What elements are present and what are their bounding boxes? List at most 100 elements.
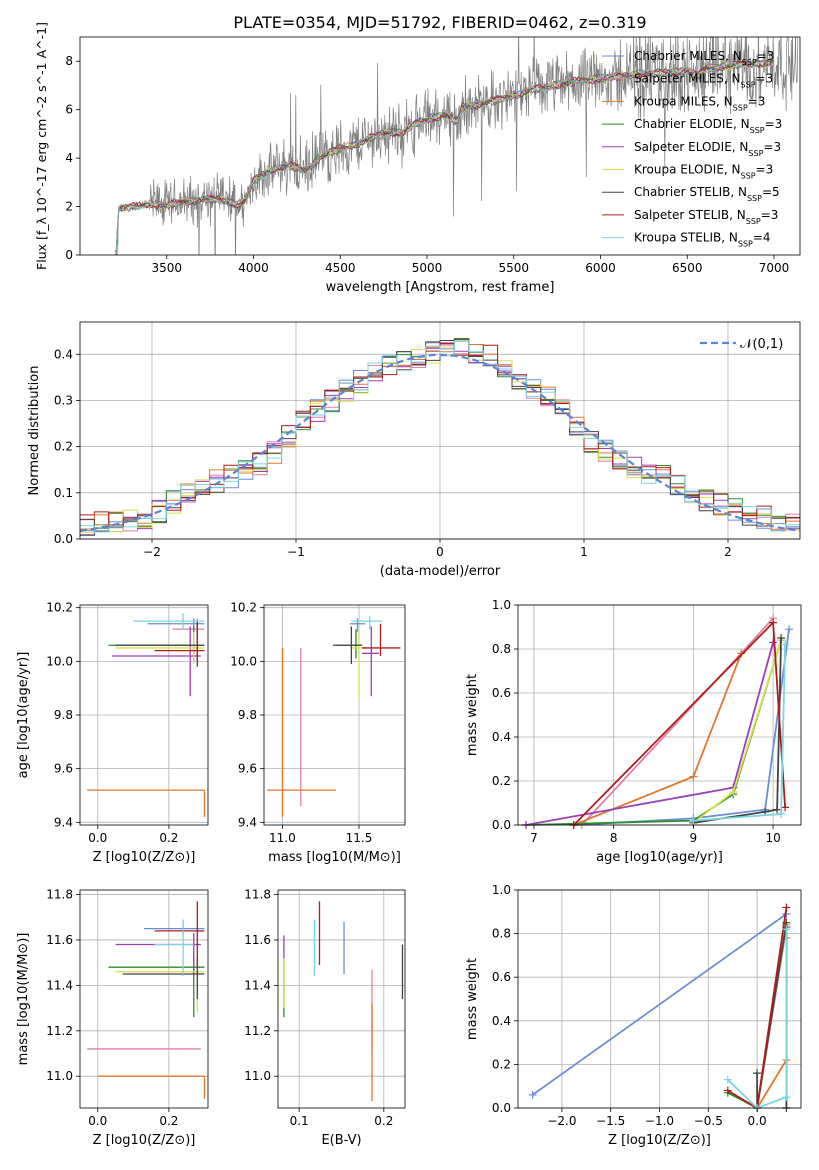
x-tick-label: 9 bbox=[690, 831, 698, 845]
legend-subscript: SSP bbox=[733, 103, 748, 112]
observed-spectrum bbox=[114, 37, 799, 255]
legend-label: Kroupa ELODIE, NSSP=3 bbox=[634, 163, 773, 181]
y-tick-label: 2 bbox=[65, 200, 73, 214]
axes-frame bbox=[79, 36, 801, 256]
legend-label: Salpeter MILES, NSSP=3 bbox=[634, 72, 773, 90]
x-tick-label: 0.0 bbox=[748, 1114, 767, 1128]
mass-weight-marker bbox=[769, 638, 778, 647]
y-tick-label: 0.2 bbox=[54, 440, 73, 454]
axes-frame bbox=[79, 604, 209, 826]
y-tick-label: 1.0 bbox=[492, 883, 511, 897]
y-tick-label: 4 bbox=[65, 151, 73, 165]
y-tick-label: 0.2 bbox=[492, 774, 511, 788]
x-tick-label: −2.0 bbox=[547, 1114, 576, 1128]
y-tick-label: 9.8 bbox=[238, 708, 257, 722]
legend-label: Kroupa MILES, NSSP=3 bbox=[634, 94, 765, 112]
legend-subscript: SSP bbox=[746, 216, 761, 225]
x-tick-label: 11.0 bbox=[269, 831, 296, 845]
axes-frame bbox=[263, 604, 406, 826]
x-tick-label: 8 bbox=[610, 831, 618, 845]
y-tick-label: 10.2 bbox=[230, 601, 257, 615]
figure-title: PLATE=0354, MJD=51792, FIBERID=0462, z=0… bbox=[233, 13, 646, 32]
x-tick-label: 5500 bbox=[498, 261, 529, 275]
residual-histogram bbox=[80, 340, 800, 533]
mass-weight-marker bbox=[723, 1075, 732, 1084]
y-tick-label: 9.4 bbox=[54, 815, 73, 829]
chart-mass_weight_vs_Z: −2.0 −1.5 −1.0 −0.5 0.0 0.0 0.2 0.4 0.6 0.8 1.0 Z [… bbox=[465, 883, 802, 1148]
model-spectrum bbox=[115, 57, 775, 255]
legend-label: Chabrier MILES, NSSP=3 bbox=[634, 49, 774, 67]
legend: Chabrier MILES, NSSP=3 Salpeter MILES, NS… bbox=[602, 49, 782, 248]
y-tick-label: 10.0 bbox=[230, 654, 257, 668]
x-tick-label: 10 bbox=[765, 831, 780, 845]
y-tick-label: 11.8 bbox=[244, 888, 271, 902]
mass-weight-line bbox=[727, 929, 788, 1110]
y-tick-label: 0.6 bbox=[492, 970, 511, 984]
x-tick-label: 0.2 bbox=[159, 1114, 178, 1128]
x-tick-label: 0.2 bbox=[374, 1114, 393, 1128]
mass-weight-line bbox=[525, 642, 774, 826]
x-axis-label: E(B-V) bbox=[321, 1133, 361, 1148]
y-tick-label: 11.6 bbox=[244, 933, 271, 947]
mass-weight-line bbox=[573, 629, 790, 826]
mass-weight-marker bbox=[782, 1093, 791, 1102]
mass-weight-marker bbox=[785, 625, 794, 634]
mass-weight-line bbox=[525, 639, 782, 826]
normal-reference-curve bbox=[79, 353, 801, 532]
y-tick-label: 10.2 bbox=[46, 601, 73, 615]
chart-spectrum: 3500 4000 4500 5000 5500 6000 6500 7000 0 2 4 6 8 Cha… bbox=[34, 22, 801, 295]
legend-label: Salpeter STELIB, NSSP=3 bbox=[634, 208, 778, 226]
legend-subscript: SSP bbox=[742, 58, 757, 67]
y-tick-label: 10.0 bbox=[46, 654, 73, 668]
chart-mass_vs_ebv: 0.1 0.2 11.0 11.2 11.4 11.6 11.8 E(B-V) bbox=[244, 888, 406, 1148]
legend-label: Kroupa STELIB, NSSP=4 bbox=[634, 231, 771, 249]
y-tick-label: 0 bbox=[65, 248, 73, 262]
chart-mass_vs_Z: 0.0 0.2 11.0 11.2 11.4 11.6 11.8 Z [log10(Z/Z⊙)… bbox=[16, 888, 209, 1148]
x-tick-label: 6000 bbox=[585, 261, 616, 275]
x-tick-label: 11.5 bbox=[346, 831, 373, 845]
x-axis-label: (data-model)/error bbox=[380, 564, 501, 579]
y-tick-label: 9.6 bbox=[54, 762, 73, 776]
x-tick-label: 7000 bbox=[759, 261, 790, 275]
y-tick-label: 0.4 bbox=[492, 1014, 511, 1028]
mass-weight-marker bbox=[689, 816, 698, 825]
mass-weight-line bbox=[692, 639, 782, 824]
y-axis-label: age [log10(age/yr)] bbox=[16, 652, 31, 779]
y-tick-label: 11.8 bbox=[46, 888, 73, 902]
axes-frame bbox=[517, 889, 802, 1109]
x-tick-label: 0.1 bbox=[290, 1114, 309, 1128]
x-tick-label: 1 bbox=[580, 545, 588, 559]
y-tick-label: 9.4 bbox=[238, 815, 257, 829]
y-tick-label: 9.8 bbox=[54, 708, 73, 722]
legend-subscript: SSP bbox=[738, 239, 753, 248]
x-tick-label: −1 bbox=[287, 545, 305, 559]
x-tick-label: 2 bbox=[724, 545, 732, 559]
y-tick-label: 11.2 bbox=[46, 1024, 73, 1038]
x-tick-label: −0.5 bbox=[694, 1114, 723, 1128]
x-tick-label: 0.0 bbox=[88, 1114, 107, 1128]
plot-area bbox=[521, 614, 794, 829]
chart-age_vs_Z: 0.0 0.2 9.4 9.6 9.8 10.0 10.2 Z [log10(Z/Z⊙)] ag… bbox=[16, 601, 209, 865]
x-tick-label: 4000 bbox=[238, 261, 269, 275]
legend-subscript: SSP bbox=[750, 126, 765, 135]
mass-weight-marker bbox=[777, 634, 786, 642]
x-axis-label: age [log10(age/yr)] bbox=[596, 850, 723, 865]
y-tick-label: 11.6 bbox=[46, 933, 73, 947]
x-tick-label: 4500 bbox=[325, 261, 356, 275]
y-tick-label: 0.2 bbox=[492, 1057, 511, 1071]
legend-label: 𝒩(0,1) bbox=[740, 337, 783, 352]
legend-subscript: SSP bbox=[748, 148, 763, 157]
legend-subscript: SSP bbox=[747, 194, 762, 203]
y-tick-label: 0.6 bbox=[492, 686, 511, 700]
mass-weight-marker bbox=[773, 805, 782, 814]
y-tick-label: 0.3 bbox=[54, 393, 73, 407]
x-tick-label: 7 bbox=[530, 831, 538, 845]
axes-frame bbox=[277, 889, 406, 1109]
model-spectrum bbox=[115, 60, 775, 255]
plot-area bbox=[87, 901, 206, 1099]
mass-weight-marker bbox=[723, 1086, 732, 1095]
x-axis-label: Z [log10(Z/Z⊙)] bbox=[93, 1133, 196, 1148]
mass-weight-marker bbox=[782, 903, 791, 912]
chart-mass_weight_vs_age: 7 8 9 10 0.0 0.2 0.4 0.6 0.8 1.0 age [log10(age/yr… bbox=[465, 598, 802, 865]
